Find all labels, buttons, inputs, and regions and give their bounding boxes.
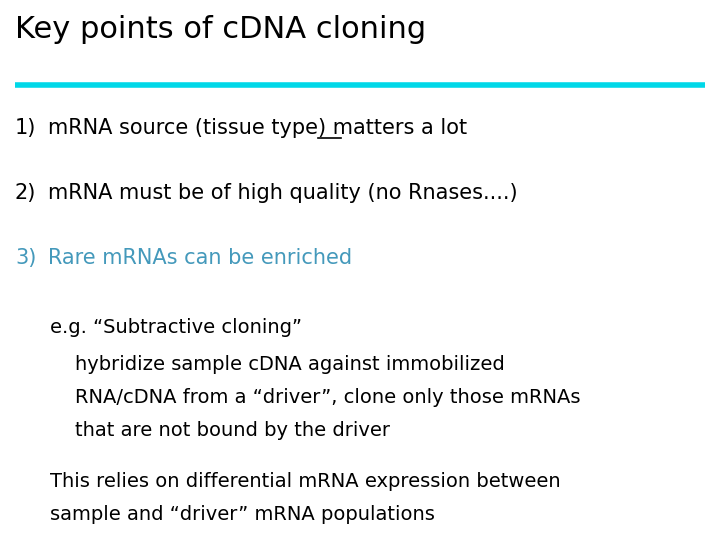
Text: 1): 1) bbox=[15, 118, 37, 138]
Text: sample and “driver” mRNA populations: sample and “driver” mRNA populations bbox=[50, 505, 435, 524]
Text: 2): 2) bbox=[15, 183, 37, 203]
Text: Key points of cDNA cloning: Key points of cDNA cloning bbox=[15, 15, 426, 44]
Text: Rare mRNAs can be enriched: Rare mRNAs can be enriched bbox=[48, 248, 352, 268]
Text: This relies on differential mRNA expression between: This relies on differential mRNA express… bbox=[50, 472, 561, 491]
Text: that are not bound by the driver: that are not bound by the driver bbox=[50, 421, 390, 440]
Text: mRNA must be of high quality (no Rnases....): mRNA must be of high quality (no Rnases.… bbox=[48, 183, 518, 203]
Text: hybridize sample cDNA against immobilized: hybridize sample cDNA against immobilize… bbox=[50, 355, 505, 374]
Text: RNA/cDNA from a “driver”, clone only those mRNAs: RNA/cDNA from a “driver”, clone only tho… bbox=[50, 388, 580, 407]
Text: mRNA source (tissue type) matters a lot: mRNA source (tissue type) matters a lot bbox=[48, 118, 467, 138]
Text: 3): 3) bbox=[15, 248, 37, 268]
Text: e.g. “Subtractive cloning”: e.g. “Subtractive cloning” bbox=[50, 318, 302, 337]
